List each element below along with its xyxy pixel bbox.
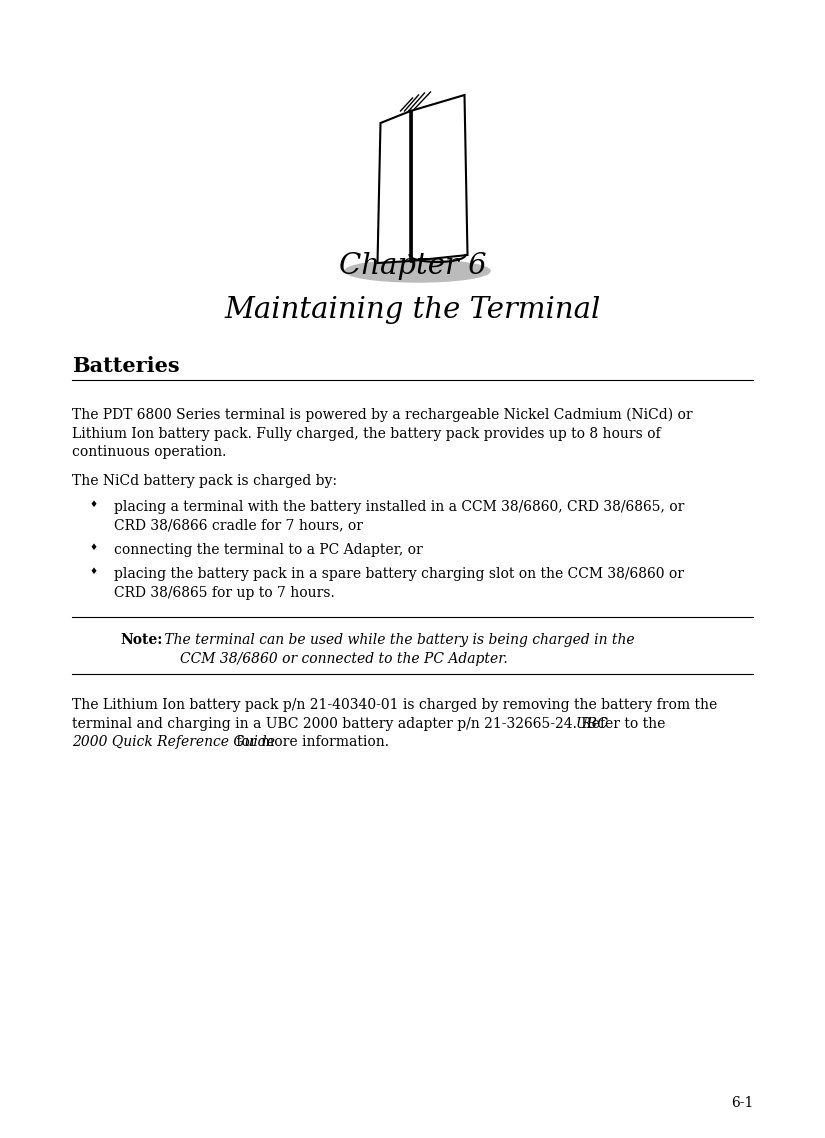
Text: connecting the terminal to a PC Adapter, or: connecting the terminal to a PC Adapter,… (114, 543, 422, 556)
Text: CRD 38/6866 cradle for 7 hours, or: CRD 38/6866 cradle for 7 hours, or (114, 519, 363, 533)
Text: Note:: Note: (120, 634, 163, 648)
Text: Lithium Ion battery pack. Fully charged, the battery pack provides up to 8 hours: Lithium Ion battery pack. Fully charged,… (72, 427, 661, 440)
Polygon shape (411, 94, 468, 261)
Text: Chapter 6: Chapter 6 (339, 251, 486, 280)
Text: The terminal can be used while the battery is being charged in the: The terminal can be used while the batte… (160, 634, 634, 648)
Text: UBC: UBC (576, 717, 609, 731)
Text: 2000 Quick Reference Guide: 2000 Quick Reference Guide (72, 735, 275, 750)
Text: continuous operation.: continuous operation. (72, 445, 226, 459)
Text: Batteries: Batteries (72, 356, 180, 376)
Text: ♦: ♦ (90, 568, 98, 577)
Text: ♦: ♦ (90, 500, 98, 509)
Text: ♦: ♦ (90, 543, 98, 552)
Text: CRD 38/6865 for up to 7 hours.: CRD 38/6865 for up to 7 hours. (114, 586, 335, 600)
Text: terminal and charging in a UBC 2000 battery adapter p/n 21-32665-24. Refer to th: terminal and charging in a UBC 2000 batt… (72, 717, 670, 731)
Text: The Lithium Ion battery pack p/n 21-40340-01 is charged by removing the battery : The Lithium Ion battery pack p/n 21-4034… (72, 699, 717, 712)
Text: CCM 38/6860 or connected to the PC Adapter.: CCM 38/6860 or connected to the PC Adapt… (180, 652, 507, 666)
Text: Maintaining the Terminal: Maintaining the Terminal (224, 296, 601, 324)
Text: The PDT 6800 Series terminal is powered by a rechargeable Nickel Cadmium (NiCd) : The PDT 6800 Series terminal is powered … (72, 409, 693, 422)
Text: 6-1: 6-1 (731, 1096, 753, 1110)
Text: placing a terminal with the battery installed in a CCM 38/6860, CRD 38/6865, or: placing a terminal with the battery inst… (114, 500, 685, 514)
Text: for more information.: for more information. (232, 735, 389, 750)
Polygon shape (378, 112, 411, 263)
Ellipse shape (345, 259, 490, 282)
Text: placing the battery pack in a spare battery charging slot on the CCM 38/6860 or: placing the battery pack in a spare batt… (114, 568, 684, 582)
Text: The NiCd battery pack is charged by:: The NiCd battery pack is charged by: (72, 473, 337, 487)
